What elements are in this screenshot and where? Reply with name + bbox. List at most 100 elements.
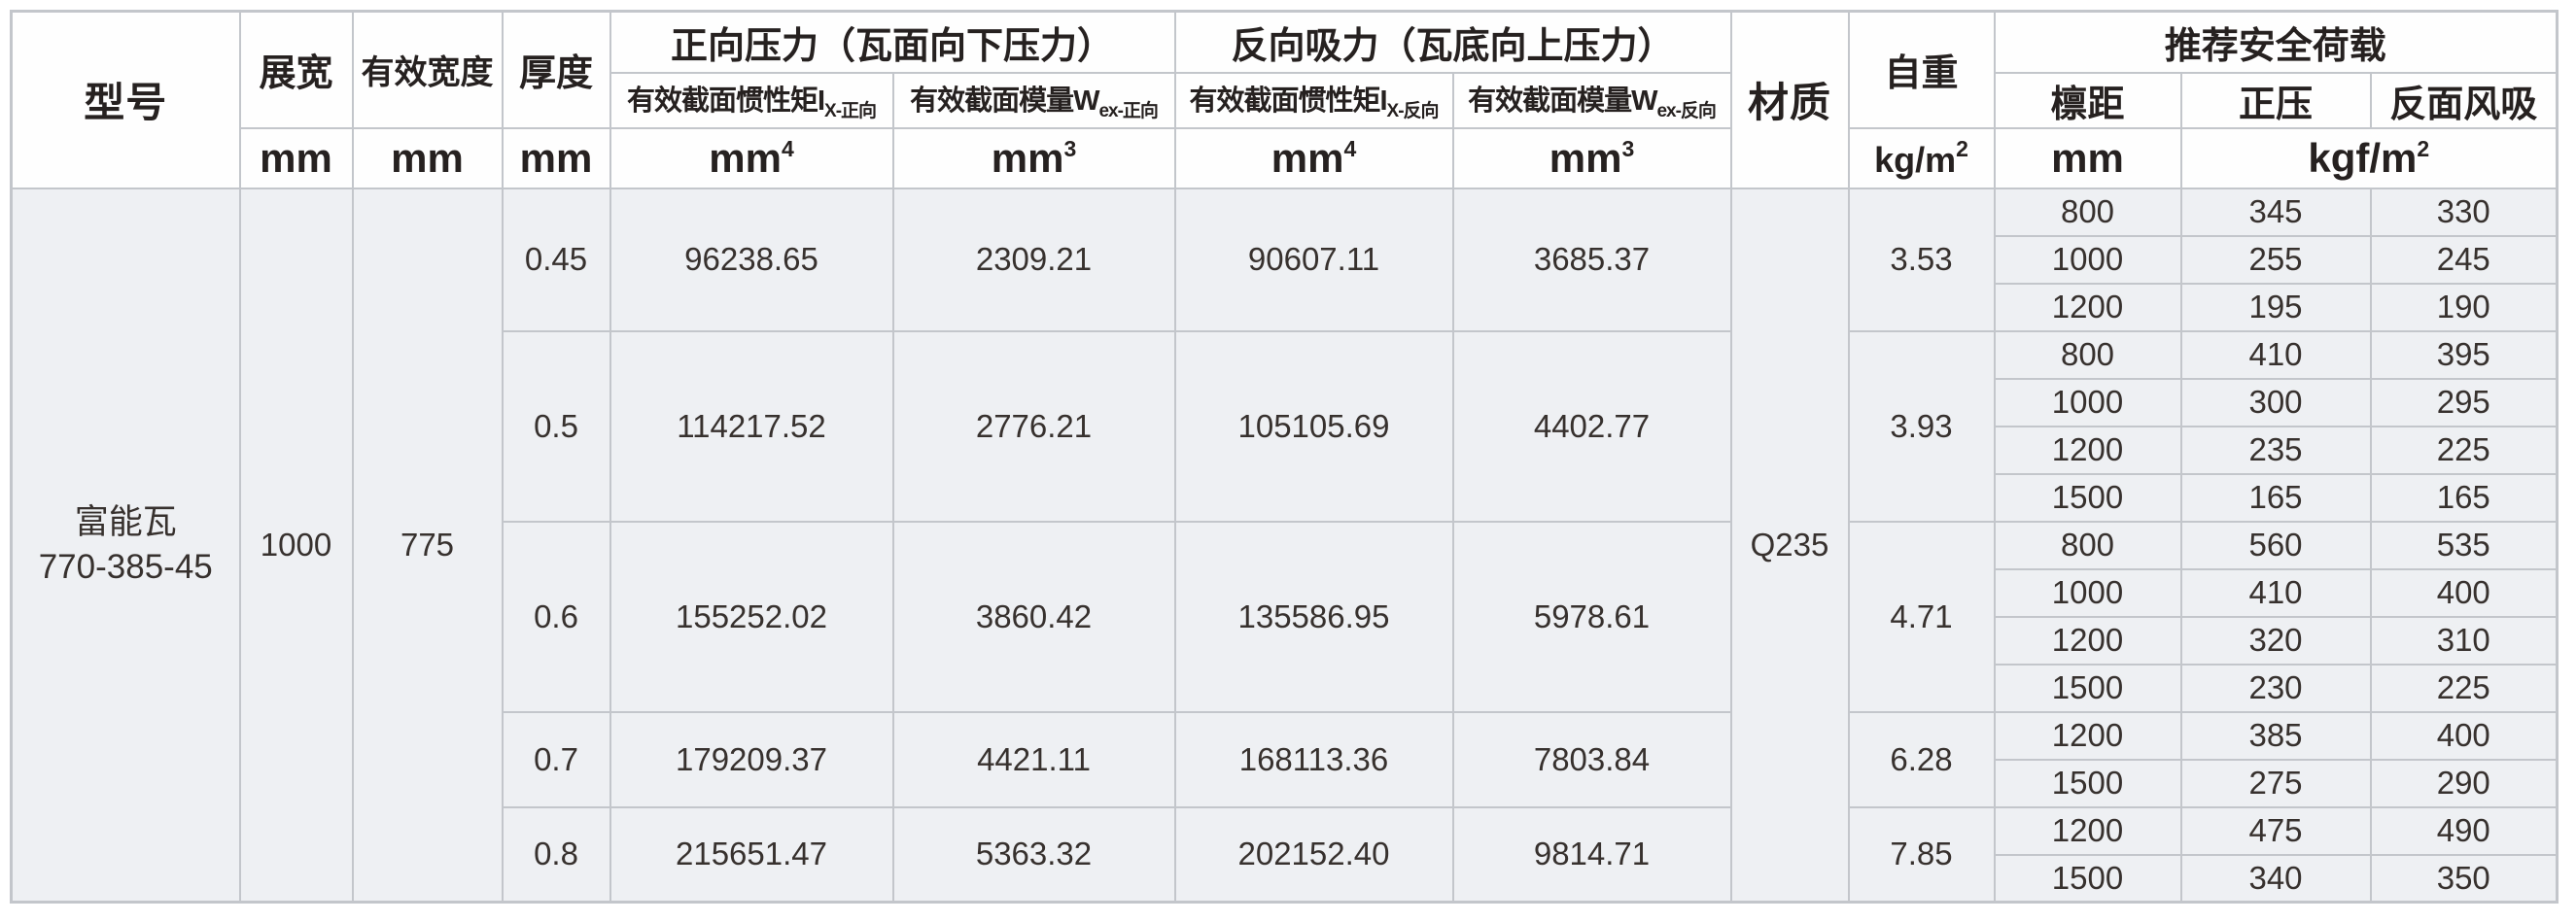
model-number: 770-385-45 xyxy=(38,547,213,586)
wind-suction-cell: 330 xyxy=(2369,187,2559,237)
self-weight-cell: 4.71 xyxy=(1847,520,1996,713)
header-thickness: 厚度 xyxy=(501,10,611,129)
table-row: 1500 275 290 xyxy=(12,758,2559,808)
wind-suction-cell: 295 xyxy=(2369,377,2559,427)
unit-modulus-negative-mm3: mm3 xyxy=(1451,126,1732,189)
purlin-spacing-cell: 800 xyxy=(1993,187,2182,237)
self-weight-cell: 6.28 xyxy=(1847,710,1996,808)
inertia-negative-cell: 135586.95 xyxy=(1173,520,1454,713)
unit-inertia-positive-mm4: mm4 xyxy=(609,126,894,189)
thickness-cell: 0.5 xyxy=(501,329,611,523)
unit-thickness-mm: mm xyxy=(501,126,611,189)
header-effective-width: 有效宽度 xyxy=(351,10,504,129)
inertia-positive-cell: 114217.52 xyxy=(609,329,894,523)
header-span-width: 展宽 xyxy=(238,10,354,129)
model-cell: 富能瓦 770-385-45 xyxy=(10,187,241,904)
wind-suction-cell: 290 xyxy=(2369,758,2559,808)
positive-pressure-cell: 560 xyxy=(2179,520,2372,570)
material-cell: Q235 xyxy=(1729,187,1850,904)
modulus-negative-cell: 3685.37 xyxy=(1451,187,1732,332)
table-row: 1000 300 295 xyxy=(12,377,2559,427)
header-self-weight: 自重 xyxy=(1847,10,1996,129)
header-modulus-negative: 有效截面模量Wex-反向 xyxy=(1451,71,1732,129)
effective-width-cell: 775 xyxy=(351,187,504,904)
thickness-cell: 0.8 xyxy=(501,805,611,904)
purlin-spacing-cell: 800 xyxy=(1993,520,2182,570)
modulus-positive-cell: 5363.32 xyxy=(891,805,1176,904)
span-width-cell: 1000 xyxy=(238,187,354,904)
wind-suction-cell: 310 xyxy=(2369,615,2559,666)
header-model: 型号 xyxy=(10,10,241,189)
positive-pressure-cell: 275 xyxy=(2179,758,2372,808)
inertia-negative-cell: 90607.11 xyxy=(1173,187,1454,332)
header-positive-pressure-group: 正向压力（瓦面向下压力） xyxy=(609,10,1176,74)
unit-inertia-negative-mm4: mm4 xyxy=(1173,126,1454,189)
wind-suction-cell: 350 xyxy=(2369,853,2559,904)
positive-pressure-cell: 475 xyxy=(2179,805,2372,856)
header-purlin-spacing: 檩距 xyxy=(1993,71,2182,129)
inertia-positive-cell: 179209.37 xyxy=(609,710,894,808)
wind-suction-cell: 400 xyxy=(2369,710,2559,761)
header-wind-suction: 反面风吸 xyxy=(2369,71,2559,129)
inertia-positive-cell: 215651.47 xyxy=(609,805,894,904)
purlin-spacing-cell: 1200 xyxy=(1993,805,2182,856)
positive-pressure-cell: 410 xyxy=(2179,329,2372,380)
table-row: 0.8 215651.47 5363.32 202152.40 9814.71 … xyxy=(12,805,2559,904)
self-weight-cell: 7.85 xyxy=(1847,805,1996,904)
positive-pressure-cell: 385 xyxy=(2179,710,2372,761)
header-negative-suction-group: 反向吸力（瓦底向上压力） xyxy=(1173,10,1732,74)
spec-table: 型号 展宽 有效宽度 厚度 正向压力（瓦面向下压力） 反向吸力（瓦底向上压力） … xyxy=(10,10,2559,904)
positive-pressure-cell: 165 xyxy=(2179,472,2372,523)
table-row: 1500 340 350 xyxy=(12,853,2559,904)
purlin-spacing-cell: 1000 xyxy=(1993,234,2182,285)
purlin-spacing-cell: 1500 xyxy=(1993,663,2182,713)
positive-pressure-cell: 320 xyxy=(2179,615,2372,666)
table-row: 0.6 155252.02 3860.42 135586.95 5978.61 … xyxy=(12,520,2559,713)
purlin-spacing-cell: 1200 xyxy=(1993,425,2182,475)
thickness-cell: 0.6 xyxy=(501,520,611,713)
wind-suction-cell: 225 xyxy=(2369,425,2559,475)
table-row: 富能瓦 770-385-45 1000 775 0.45 96238.65 23… xyxy=(10,187,2559,904)
header-inertia-negative: 有效截面惯性矩IX-反向 xyxy=(1173,71,1454,129)
positive-pressure-cell: 410 xyxy=(2179,567,2372,618)
purlin-spacing-cell: 1200 xyxy=(1993,615,2182,666)
header-modulus-positive: 有效截面模量Wex-正向 xyxy=(891,71,1176,129)
table-row: 1000 255 245 xyxy=(12,234,2559,285)
purlin-spacing-cell: 1500 xyxy=(1993,853,2182,904)
purlin-spacing-cell: 1500 xyxy=(1993,758,2182,808)
thickness-cell: 0.45 xyxy=(501,187,611,332)
unit-self-weight-kgm2: kg/m2 xyxy=(1847,126,1996,189)
header-safe-load-group: 推荐安全荷载 xyxy=(1993,10,2559,74)
table-row: 1200 195 190 xyxy=(12,282,2559,332)
modulus-positive-cell: 2309.21 xyxy=(891,187,1176,332)
purlin-spacing-cell: 1500 xyxy=(1993,472,2182,523)
purlin-spacing-cell: 1000 xyxy=(1993,377,2182,427)
positive-pressure-cell: 235 xyxy=(2179,425,2372,475)
wind-suction-cell: 245 xyxy=(2369,234,2559,285)
wind-suction-cell: 535 xyxy=(2369,520,2559,570)
inertia-negative-cell: 202152.40 xyxy=(1173,805,1454,904)
table-row: 0.7 179209.37 4421.11 168113.36 7803.84 … xyxy=(12,710,2559,808)
modulus-positive-cell: 2776.21 xyxy=(891,329,1176,523)
table-row: 1500 230 225 xyxy=(12,663,2559,713)
table-row: 1000 410 400 xyxy=(12,567,2559,618)
unit-purlin-spacing-mm: mm xyxy=(1993,126,2182,189)
table-row: 0.5 114217.52 2776.21 105105.69 4402.77 … xyxy=(12,329,2559,523)
table-row: 1500 165 165 xyxy=(12,472,2559,523)
table-row: 1200 320 310 xyxy=(12,615,2559,666)
modulus-negative-cell: 5978.61 xyxy=(1451,520,1732,713)
wind-suction-cell: 395 xyxy=(2369,329,2559,380)
modulus-positive-cell: 4421.11 xyxy=(891,710,1176,808)
table-row: 1200 235 225 xyxy=(12,425,2559,475)
positive-pressure-cell: 345 xyxy=(2179,187,2372,237)
inertia-positive-cell: 155252.02 xyxy=(609,520,894,713)
unit-safe-load-kgfm2: kgf/m2 xyxy=(2179,126,2559,189)
positive-pressure-cell: 230 xyxy=(2179,663,2372,713)
purlin-spacing-cell: 800 xyxy=(1993,329,2182,380)
header-positive-pressure: 正压 xyxy=(2179,71,2372,129)
wind-suction-cell: 225 xyxy=(2369,663,2559,713)
self-weight-cell: 3.93 xyxy=(1847,329,1996,523)
wind-suction-cell: 165 xyxy=(2369,472,2559,523)
positive-pressure-cell: 195 xyxy=(2179,282,2372,332)
